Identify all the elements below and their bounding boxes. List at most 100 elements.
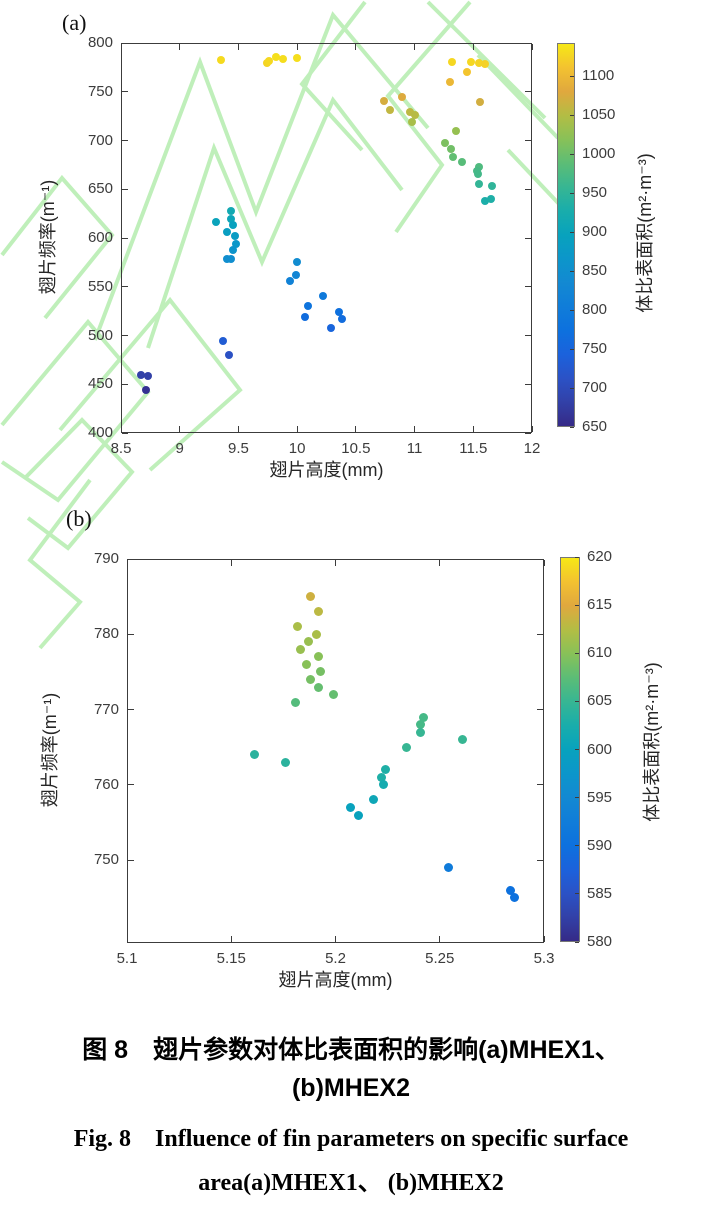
scatter-point	[416, 727, 426, 737]
x-tick-label: 12	[523, 440, 541, 457]
y-tick-mark	[122, 237, 128, 239]
x-tick-mark	[543, 936, 545, 942]
x-tick-label: 8.5	[110, 440, 132, 457]
y-tick-label: 550	[87, 277, 113, 295]
scatter-point	[222, 228, 231, 237]
scatter-point	[345, 802, 355, 812]
y-tick-mark-right	[525, 140, 531, 141]
scatter-point	[397, 92, 406, 101]
scatter-point	[314, 682, 324, 692]
scatter-point	[368, 795, 378, 805]
colorbar-tick-label: 700	[582, 379, 608, 397]
colorbar-tick-label: 590	[587, 836, 613, 854]
scatter-point	[380, 96, 389, 105]
colorbar-tick-label: 1100	[582, 67, 615, 85]
scatter-point	[230, 232, 239, 241]
scatter-point	[316, 667, 326, 677]
scatter-point	[264, 56, 273, 65]
y-tick-mark	[122, 432, 128, 434]
x-tick-mark-top	[543, 560, 545, 566]
x-tick-mark-top	[335, 560, 336, 566]
scatter-point	[449, 153, 458, 162]
y-tick-mark-right	[537, 558, 543, 560]
scatter-point	[291, 271, 300, 280]
scatter-point	[376, 772, 386, 782]
colorbar-tick-label: 610	[587, 644, 613, 662]
scatter-point	[353, 810, 363, 820]
scatter-point	[476, 97, 485, 106]
y-tick-label: 700	[87, 131, 113, 149]
caption-zh-line1: 图 8 翅片参数对体比表面积的影响(a)MHEX1、	[82, 1036, 620, 1064]
x-tick-mark	[296, 426, 298, 432]
scatter-point	[510, 893, 520, 903]
y-tick-mark	[128, 859, 134, 861]
y-tick-mark	[122, 335, 128, 336]
scatter-point	[314, 607, 324, 617]
scatter-point	[416, 720, 426, 730]
colorbar-tick-mark	[575, 893, 579, 895]
plot-a-colorbar	[557, 43, 575, 427]
y-tick-label: 400	[87, 424, 113, 441]
scatter-point	[481, 196, 490, 205]
y-tick-mark	[122, 91, 128, 93]
colorbar-tick-label: 750	[582, 340, 608, 358]
scatter-point	[401, 742, 411, 752]
scatter-point	[228, 221, 237, 230]
x-tick-label: 5.15	[216, 950, 246, 967]
scatter-point	[335, 308, 344, 317]
x-tick-label: 11	[406, 440, 423, 457]
y-tick-mark	[122, 286, 128, 288]
y-tick-mark-right	[525, 286, 531, 288]
y-tick-label: 770	[93, 700, 119, 718]
y-tick-label: 800	[87, 34, 113, 51]
scatter-point	[295, 644, 305, 654]
scatter-point	[280, 757, 290, 767]
scatter-point	[488, 182, 497, 191]
colorbar-tick-mark	[570, 270, 574, 272]
x-tick-label: 5.3	[533, 950, 555, 967]
x-tick-mark	[531, 426, 533, 432]
scatter-point	[219, 337, 228, 346]
scatter-point	[475, 59, 484, 68]
scatter-point	[446, 145, 455, 154]
scatter-point	[441, 139, 450, 148]
scatter-point	[227, 214, 236, 223]
caption-en-line2: area(a)MHEX1、 (b)MHEX2	[198, 1170, 504, 1196]
scatter-point	[286, 276, 295, 285]
colorbar-tick-label: 595	[587, 788, 613, 806]
scatter-point	[318, 291, 327, 300]
x-tick-mark-top	[355, 44, 357, 50]
y-tick-mark-right	[525, 237, 531, 239]
panel-b-label: (b)	[66, 506, 92, 531]
scatter-point	[232, 239, 241, 248]
y-tick-mark-right	[537, 709, 543, 711]
x-tick-mark-top	[531, 44, 533, 50]
y-tick-mark-right	[525, 188, 531, 190]
y-tick-mark-right	[525, 383, 531, 385]
plot-a-colorbar-label: 体比表面积(m²·m⁻³)	[635, 153, 655, 313]
y-tick-mark-right	[525, 432, 531, 434]
scatter-point	[303, 637, 313, 647]
scatter-point	[228, 245, 237, 254]
x-tick-mark-top	[126, 560, 128, 566]
y-tick-mark	[122, 188, 128, 190]
scatter-point	[405, 108, 414, 117]
colorbar-tick-mark	[575, 797, 579, 799]
scatter-point	[445, 78, 454, 86]
scatter-point	[144, 372, 152, 381]
scatter-point	[448, 57, 457, 66]
colorbar-tick-mark	[570, 309, 574, 311]
colorbar-tick-mark	[570, 387, 574, 389]
scatter-point	[457, 157, 466, 166]
y-tick-mark	[122, 383, 128, 385]
plot-a-ylabel: 翅片频率(m⁻¹)	[38, 179, 58, 295]
scatter-point	[136, 371, 145, 380]
x-tick-mark-top	[296, 44, 298, 50]
scatter-point	[216, 55, 225, 64]
scatter-point	[337, 314, 346, 323]
scatter-point	[305, 674, 315, 684]
colorbar-tick-label: 650	[582, 418, 608, 435]
x-tick-mark-top	[120, 44, 122, 50]
colorbar-tick-label: 600	[587, 740, 613, 758]
colorbar-tick-label: 605	[587, 692, 613, 710]
